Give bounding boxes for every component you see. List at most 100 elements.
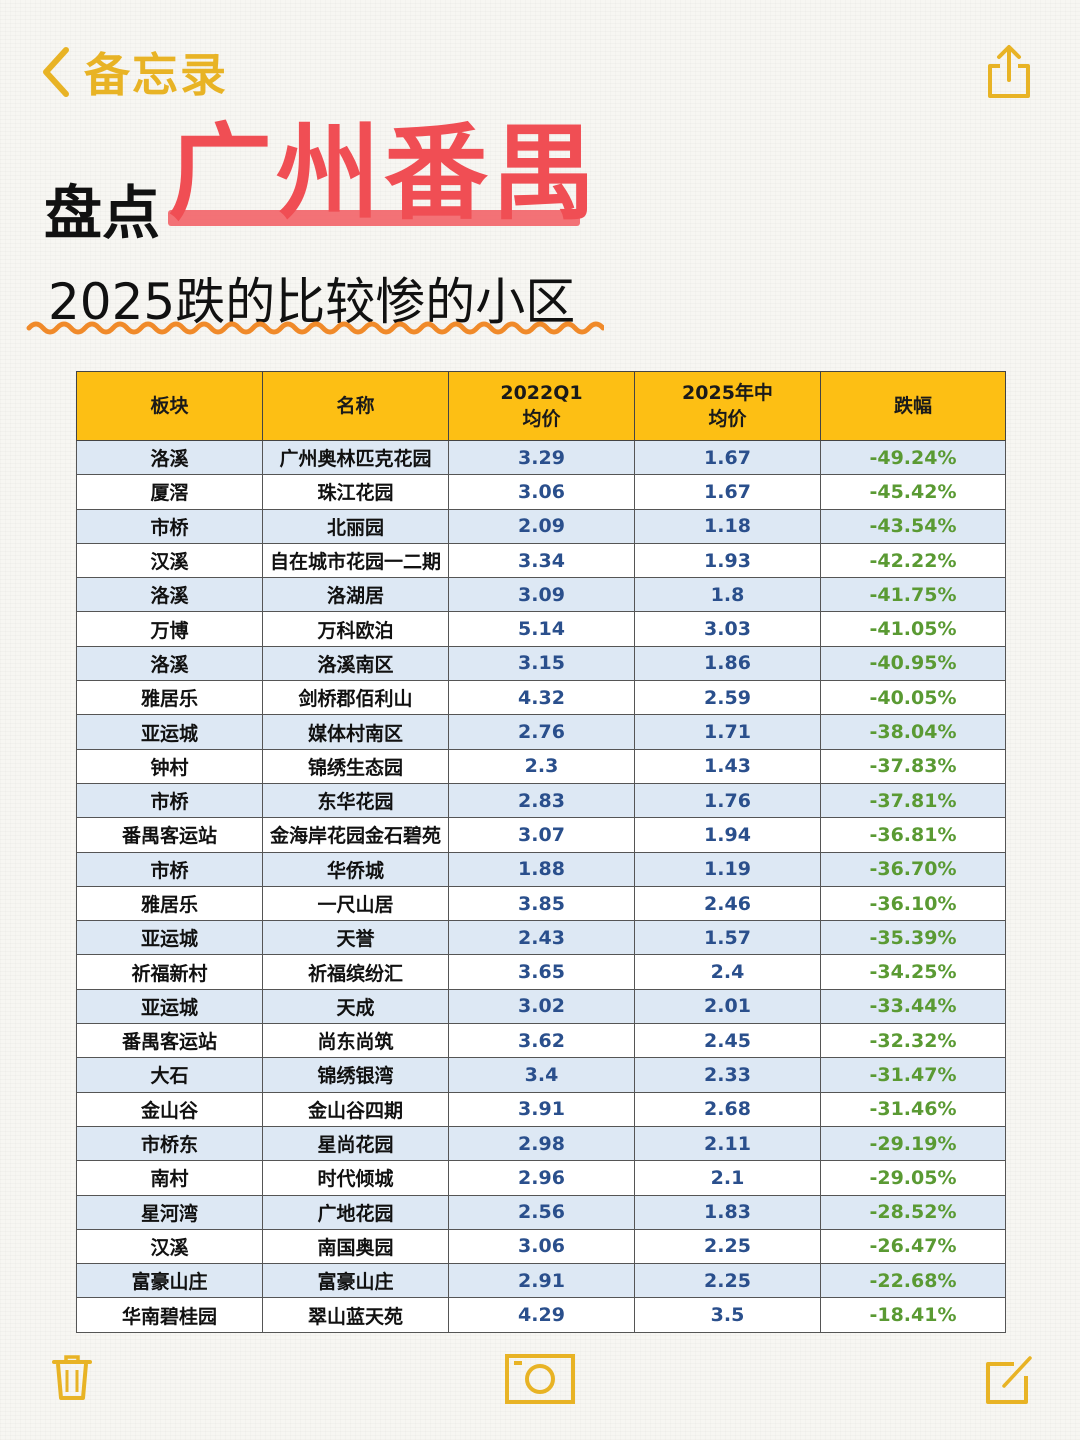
cell-name: 广地花园 xyxy=(262,1194,449,1230)
table-header-row: 板块 名称 2022Q1 均价 2025年中 均价 跌幅 xyxy=(76,371,1006,441)
cell-name: 祈福缤纷汇 xyxy=(262,954,449,990)
cell-block: 星河湾 xyxy=(76,1194,263,1230)
cell-price-2025: 2.68 xyxy=(634,1091,821,1127)
table-row: 亚运城 天誉 2.43 1.57 -35.39% xyxy=(76,920,1006,956)
cell-price-2022: 3.85 xyxy=(448,885,635,922)
cell-name: 北丽园 xyxy=(262,508,449,544)
cell-decline: -22.68% xyxy=(820,1263,1006,1299)
table-row: 市桥 北丽园 2.09 1.18 -43.54% xyxy=(76,508,1006,544)
table-row: 番禺客运站 金海岸花园金石碧苑 3.07 1.94 -36.81% xyxy=(76,817,1006,853)
cell-price-2025: 1.18 xyxy=(634,508,821,544)
compose-icon[interactable] xyxy=(986,1354,1034,1404)
cell-block: 祈福新村 xyxy=(76,954,263,990)
subtitle: 2025跌的比较惨的小区 xyxy=(48,273,576,331)
cell-name: 广州奥林匹克花园 xyxy=(262,439,449,476)
table-row: 洛溪 洛湖居 3.09 1.8 -41.75% xyxy=(76,577,1006,613)
cell-name: 洛湖居 xyxy=(262,577,449,613)
cell-decline: -43.54% xyxy=(820,508,1006,544)
cell-price-2022: 3.29 xyxy=(448,439,635,476)
cell-name: 南国奥园 xyxy=(262,1228,449,1265)
table-row: 汉溪 自在城市花园一二期 3.34 1.93 -42.22% xyxy=(76,542,1006,579)
cell-decline: -33.44% xyxy=(820,988,1006,1025)
table-row: 雅居乐 剑桥郡佰利山 4.32 2.59 -40.05% xyxy=(76,680,1006,716)
price-table: 板块 名称 2022Q1 均价 2025年中 均价 跌幅 洛溪 广州奥林匹克花园 3.29 1.6… xyxy=(76,371,1006,1333)
cell-block: 亚运城 xyxy=(76,714,263,750)
cell-block: 汉溪 xyxy=(76,1228,263,1265)
cell-price-2025: 1.43 xyxy=(634,748,821,784)
header-block: 板块 xyxy=(76,371,263,441)
trash-icon[interactable] xyxy=(52,1354,92,1402)
cell-decline: -35.39% xyxy=(820,920,1006,956)
cell-price-2022: 3.06 xyxy=(448,474,635,510)
cell-price-2025: 1.8 xyxy=(634,577,821,613)
cell-name: 自在城市花园一二期 xyxy=(262,542,449,579)
cell-price-2025: 2.45 xyxy=(634,1023,821,1059)
table-row: 汉溪 南国奥园 3.06 2.25 -26.47% xyxy=(76,1228,1006,1265)
cell-block: 市桥 xyxy=(76,508,263,544)
share-icon[interactable] xyxy=(984,44,1034,100)
cell-price-2025: 2.01 xyxy=(634,988,821,1025)
cell-price-2022: 2.3 xyxy=(448,748,635,784)
cell-block: 市桥东 xyxy=(76,1125,263,1162)
cell-decline: -18.41% xyxy=(820,1297,1006,1333)
cell-block: 厦滘 xyxy=(76,474,263,510)
cell-block: 洛溪 xyxy=(76,645,263,682)
cell-decline: -29.05% xyxy=(820,1160,1006,1196)
cell-price-2025: 1.83 xyxy=(634,1194,821,1230)
cell-price-2022: 2.91 xyxy=(448,1263,635,1299)
cell-name: 珠江花园 xyxy=(262,474,449,510)
cell-decline: -41.75% xyxy=(820,577,1006,613)
table-row: 亚运城 天成 3.02 2.01 -33.44% xyxy=(76,988,1006,1025)
cell-price-2022: 4.29 xyxy=(448,1297,635,1333)
cell-decline: -37.83% xyxy=(820,748,1006,784)
cell-price-2022: 3.06 xyxy=(448,1228,635,1265)
cell-decline: -36.70% xyxy=(820,851,1006,887)
table-row: 金山谷 金山谷四期 3.91 2.68 -31.46% xyxy=(76,1091,1006,1127)
table-row: 祈福新村 祈福缤纷汇 3.65 2.4 -34.25% xyxy=(76,954,1006,990)
camera-icon[interactable] xyxy=(505,1354,575,1404)
back-label: 备忘录 xyxy=(84,48,228,102)
cell-decline: -28.52% xyxy=(820,1194,1006,1230)
cell-name: 天成 xyxy=(262,988,449,1025)
table-row: 万博 万科欧泊 5.14 3.03 -41.05% xyxy=(76,611,1006,647)
cell-decline: -37.81% xyxy=(820,782,1006,819)
cell-name: 剑桥郡佰利山 xyxy=(262,680,449,716)
cell-name: 锦绣银湾 xyxy=(262,1057,449,1093)
table-row: 雅居乐 一尺山居 3.85 2.46 -36.10% xyxy=(76,885,1006,922)
cell-price-2025: 2.1 xyxy=(634,1160,821,1196)
cell-decline: -40.05% xyxy=(820,680,1006,716)
cell-price-2022: 2.98 xyxy=(448,1125,635,1162)
cell-price-2022: 3.34 xyxy=(448,542,635,579)
cell-price-2025: 2.33 xyxy=(634,1057,821,1093)
cell-price-2022: 3.62 xyxy=(448,1023,635,1059)
table-row: 市桥 东华花园 2.83 1.76 -37.81% xyxy=(76,782,1006,819)
table-row: 市桥 华侨城 1.88 1.19 -36.70% xyxy=(76,851,1006,887)
cell-price-2025: 2.11 xyxy=(634,1125,821,1162)
cell-decline: -32.32% xyxy=(820,1023,1006,1059)
cell-price-2025: 1.57 xyxy=(634,920,821,956)
wavy-underline xyxy=(26,321,604,335)
cell-block: 亚运城 xyxy=(76,920,263,956)
cell-block: 大石 xyxy=(76,1057,263,1093)
header-line: 2022Q1 xyxy=(500,382,583,404)
table-row: 华南碧桂园 翠山蓝天苑 4.29 3.5 -18.41% xyxy=(76,1297,1006,1333)
cell-price-2025: 2.59 xyxy=(634,680,821,716)
header-line: 均价 xyxy=(522,408,561,430)
cell-name: 东华花园 xyxy=(262,782,449,819)
header-line: 均价 xyxy=(708,408,747,430)
cell-name: 万科欧泊 xyxy=(262,611,449,647)
header-name: 名称 xyxy=(262,371,449,441)
header-line: 2025年中 xyxy=(682,382,773,404)
back-button[interactable]: 备忘录 xyxy=(38,40,228,104)
table-row: 洛溪 洛溪南区 3.15 1.86 -40.95% xyxy=(76,645,1006,682)
cell-block: 亚运城 xyxy=(76,988,263,1025)
cell-decline: -45.42% xyxy=(820,474,1006,510)
headline-prefix: 盘点 xyxy=(44,179,161,247)
cell-name: 时代倾城 xyxy=(262,1160,449,1196)
cell-price-2025: 1.19 xyxy=(634,851,821,887)
header-line: 跌幅 xyxy=(893,395,932,417)
cell-price-2022: 2.43 xyxy=(448,920,635,956)
cell-name: 翠山蓝天苑 xyxy=(262,1297,449,1333)
cell-block: 雅居乐 xyxy=(76,680,263,716)
cell-price-2025: 1.93 xyxy=(634,542,821,579)
